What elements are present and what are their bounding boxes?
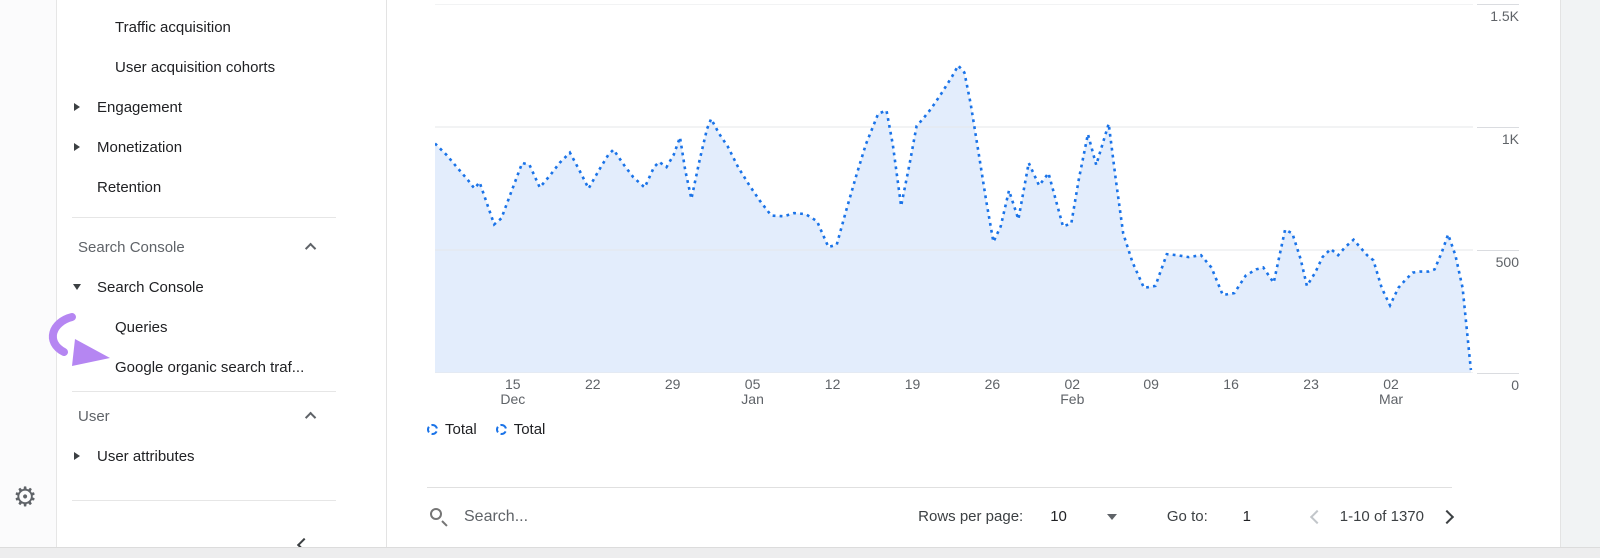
pagination-range-label: 1-10 of 1370 — [1339, 508, 1424, 525]
traffic-chart-svg[interactable] — [435, 4, 1473, 373]
y-tick-label: 1.5K — [1490, 8, 1519, 24]
sidebar-section-search-console[interactable]: Search Console — [57, 227, 386, 267]
sidebar-item-search-console[interactable]: Search Console — [57, 267, 386, 307]
sidebar-item-user-acquisition-cohorts[interactable]: User acquisition cohorts — [57, 47, 386, 87]
sidebar-item-traffic-acquisition[interactable]: Traffic acquisition — [57, 7, 386, 47]
chevron-up-icon[interactable] — [304, 242, 317, 255]
sidebar-item-queries[interactable]: Queries — [57, 307, 386, 347]
x-axis-tick-label: 19 — [904, 376, 921, 392]
sidebar-divider — [72, 217, 336, 218]
goto-page-label: Go to: — [1166, 508, 1208, 525]
sidebar-item-label: Traffic acquisition — [115, 18, 231, 36]
sidebar-item-label: User acquisition cohorts — [115, 58, 276, 76]
legend-label: Total — [513, 421, 546, 438]
report-main-area: 1.5K 1K 500 0 15 Dec 22 29 05 Jan 12 19 26 02 Feb 09 16… — [387, 0, 1560, 547]
chart-y-axis: 1.5K 1K 500 0 — [1477, 0, 1519, 420]
x-axis-tick-label: 29 — [664, 376, 681, 392]
sidebar-divider — [72, 391, 336, 392]
sidebar-item-retention[interactable]: Retention — [57, 167, 386, 207]
expand-triangle-icon[interactable] — [72, 452, 82, 460]
x-axis-tick-label: 26 — [984, 376, 1001, 392]
series-dotted-line — [435, 63, 1473, 371]
search-icon — [429, 507, 449, 527]
y-tick-label: 500 — [1495, 254, 1519, 270]
sidebar-item-engagement[interactable]: Engagement — [57, 87, 386, 127]
y-tick-label: 1K — [1501, 131, 1519, 147]
x-axis-tick-label: 05 Jan — [741, 376, 764, 407]
dotted-circle-legend-icon — [495, 424, 507, 435]
y-tick-label: 0 — [1511, 377, 1519, 393]
next-page-chevron-icon[interactable] — [1439, 509, 1455, 524]
purple-annotation-arrow — [48, 313, 110, 366]
x-axis-tick-label: 02 Mar — [1378, 376, 1404, 407]
collapse-triangle-icon[interactable] — [72, 284, 82, 290]
chevron-up-icon[interactable] — [304, 411, 317, 424]
sidebar-item-label: User attributes — [97, 447, 195, 465]
legend-item-total[interactable]: Total — [495, 421, 546, 438]
previous-page-chevron-icon[interactable] — [1309, 509, 1324, 524]
sidebar-item-user-attributes[interactable]: User attributes — [57, 436, 386, 476]
x-axis-tick-label: 12 — [824, 376, 841, 392]
series-area-fill — [435, 65, 1471, 373]
sidebar-divider — [72, 500, 336, 501]
legend-item-total[interactable]: Total — [427, 421, 477, 438]
x-axis-tick-label: 02 Feb — [1060, 376, 1085, 407]
sidebar-item-label: Search Console — [97, 278, 204, 296]
sidebar-item-label: Monetization — [97, 138, 183, 156]
reports-sidebar: Traffic acquisition User acquisition coh… — [57, 0, 387, 553]
rows-per-page-dropdown-arrow-icon[interactable] — [1106, 513, 1117, 520]
left-nav-rail: ⚙ — [0, 0, 57, 547]
x-axis-tick-label: 15 Dec — [500, 376, 526, 407]
search-input[interactable] — [464, 507, 794, 526]
admin-gear-icon[interactable]: ⚙ — [13, 482, 38, 512]
section-label: User — [78, 407, 110, 425]
sidebar-item-label: Retention — [97, 178, 162, 196]
sidebar-item-monetization[interactable]: Monetization — [57, 127, 386, 167]
right-gutter-panel — [1560, 0, 1600, 547]
pagination-controls: Rows per page: 10 Go to: 1-10 of 1370 — [918, 508, 1455, 525]
sidebar-item-google-organic-search-traffic[interactable]: Google organic search traf... — [57, 347, 386, 387]
expand-triangle-icon[interactable] — [72, 143, 82, 151]
goto-page-input[interactable] — [1229, 508, 1264, 525]
rows-per-page-value[interactable]: 10 — [1050, 508, 1067, 525]
sidebar-item-label: Engagement — [97, 98, 183, 116]
x-axis-tick-label: 22 — [585, 376, 601, 392]
legend-label: Total — [445, 421, 477, 438]
chart-x-axis: 15 Dec 22 29 05 Jan 12 19 26 02 Feb 09 16 23 02 Mar — [435, 377, 1473, 413]
section-label: Search Console — [78, 238, 185, 256]
chart-legend: Total Total — [427, 421, 545, 438]
page-bottom-band — [0, 547, 1600, 558]
x-axis-tick-label: 23 — [1303, 376, 1319, 392]
sidebar-item-label: Queries — [115, 318, 168, 336]
rows-per-page-label: Rows per page: — [918, 508, 1024, 525]
sidebar-item-label: Google organic search traf... — [115, 358, 305, 376]
sidebar-section-user[interactable]: User — [57, 396, 386, 436]
expand-triangle-icon[interactable] — [72, 103, 82, 111]
table-toolbar: Rows per page: 10 Go to: 1-10 of 1370 — [427, 487, 1455, 545]
x-axis-tick-label: 16 — [1223, 376, 1239, 392]
x-axis-tick-label: 09 — [1143, 376, 1159, 392]
dotted-circle-legend-icon — [427, 424, 438, 435]
